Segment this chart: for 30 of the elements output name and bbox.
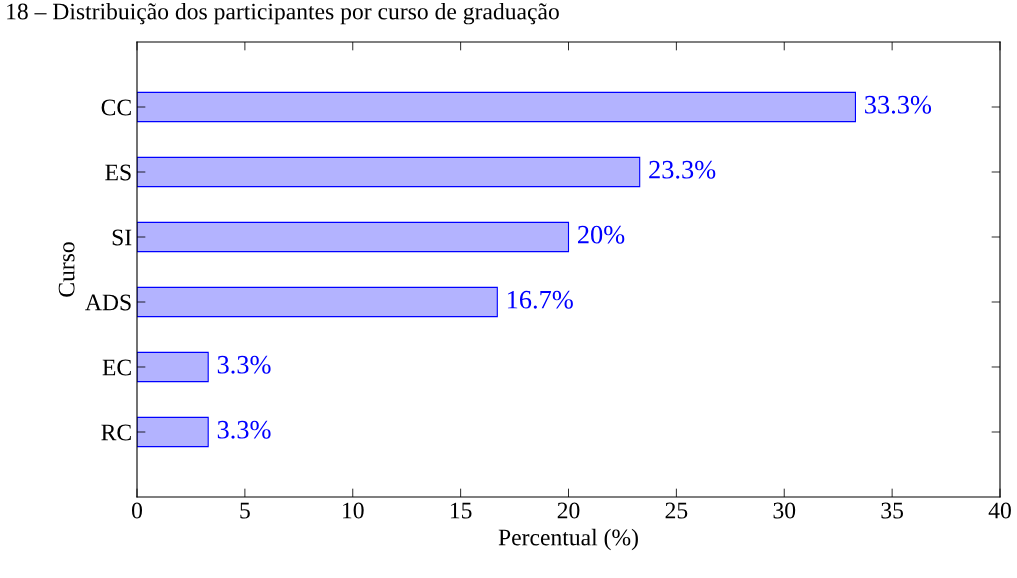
y-tick-label: ES xyxy=(105,164,131,181)
bar xyxy=(137,91,857,123)
data-label: 3.3% xyxy=(217,355,271,374)
x-tick-label: 25 xyxy=(665,502,688,519)
data-label: 16.7% xyxy=(507,290,573,309)
x-tick-label: 0 xyxy=(132,502,142,519)
bar xyxy=(137,351,209,383)
y-tick-label: ADS xyxy=(85,294,131,311)
data-label: 20% xyxy=(577,225,625,244)
y-tick-label: RC xyxy=(101,424,131,441)
bar xyxy=(137,286,498,318)
data-label: 23.3% xyxy=(649,160,716,179)
data-label: 3.3% xyxy=(217,420,271,439)
x-tick-label: 10 xyxy=(343,502,364,519)
x-tick-label: 35 xyxy=(881,502,904,519)
bar xyxy=(137,416,209,448)
bar xyxy=(137,221,570,253)
x-tick-label: 40 xyxy=(988,502,1011,519)
chart-title: 18 – Distribuição dos participantes por curso de graduação xyxy=(7,2,559,25)
data-label: 33.3% xyxy=(865,95,932,114)
x-tick-label: 5 xyxy=(240,502,250,519)
y-tick-label: CC xyxy=(101,99,131,116)
y-axis-title: Curso xyxy=(58,242,75,297)
x-tick-label: 15 xyxy=(450,502,472,519)
y-tick-label: EC xyxy=(102,359,131,376)
y-tick-label: SI xyxy=(112,229,132,246)
x-tick-label: 30 xyxy=(773,502,796,519)
x-tick-label: 20 xyxy=(557,502,580,519)
x-axis-title: Percentual (%) xyxy=(498,528,638,551)
bar xyxy=(137,156,641,188)
